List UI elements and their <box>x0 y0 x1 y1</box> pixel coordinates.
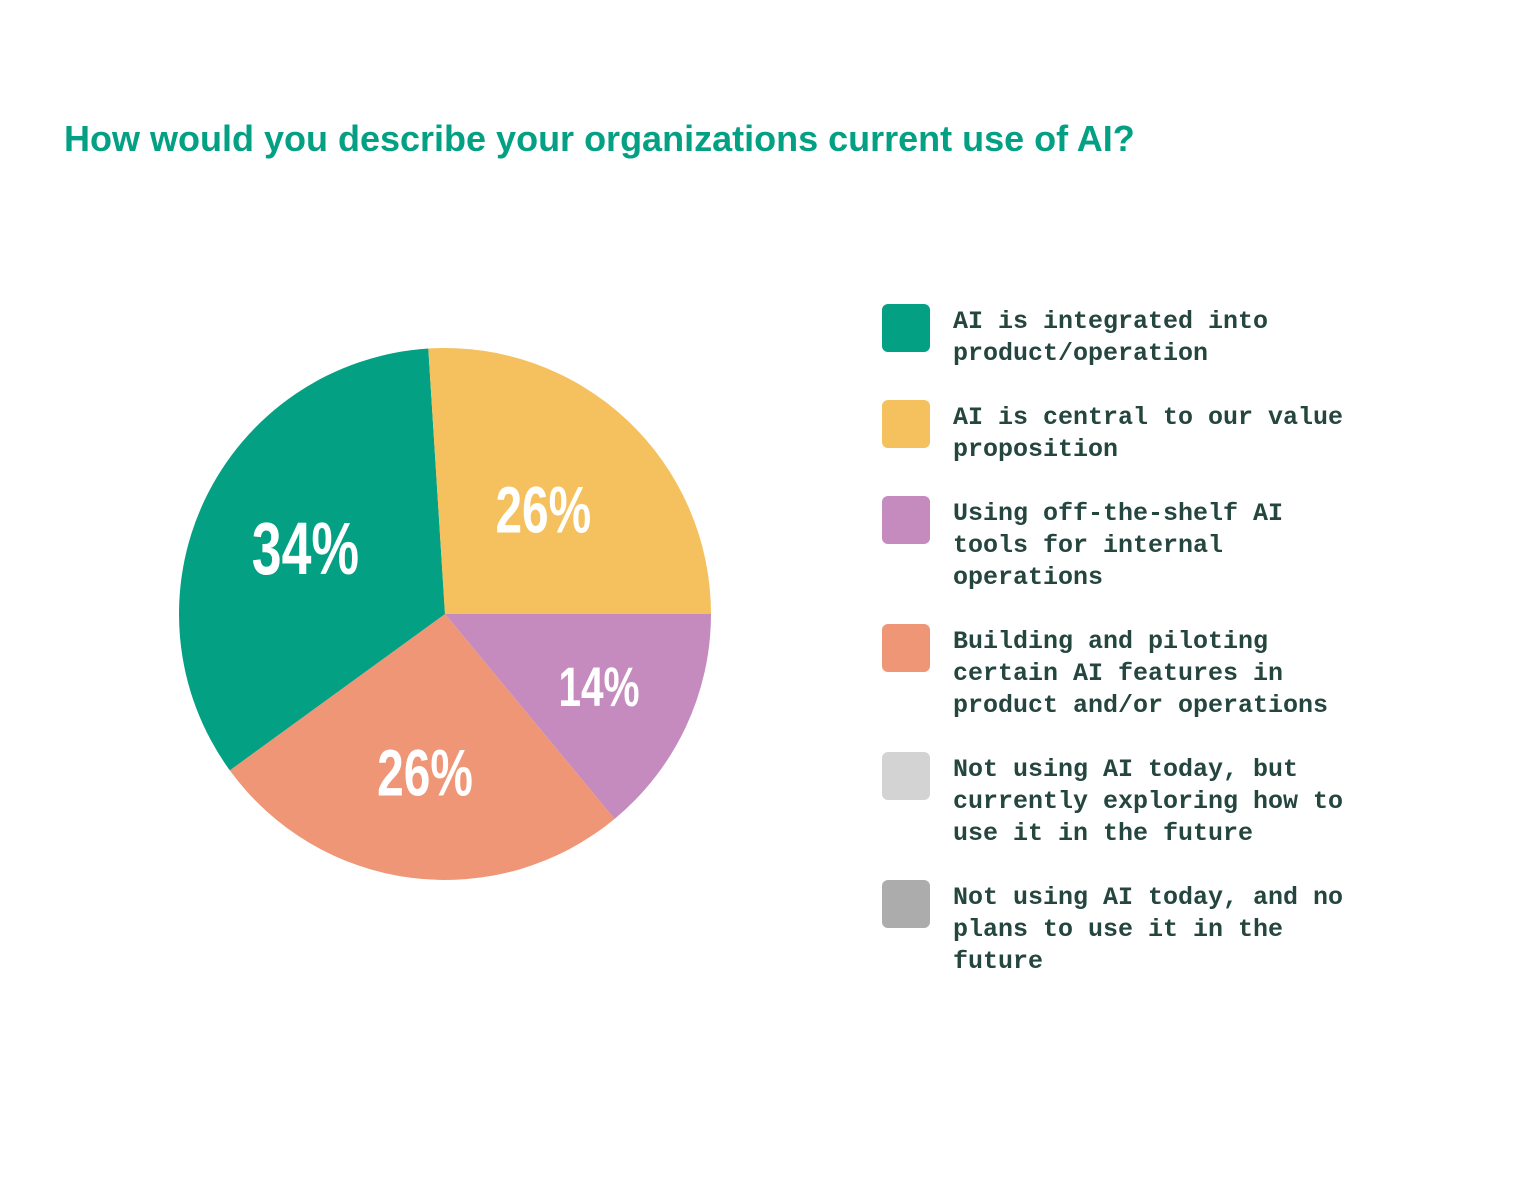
legend-label: AI is integrated into product/operation <box>953 307 1269 368</box>
legend-label: Using off-the-shelf AI tools for interna… <box>953 499 1284 592</box>
pie-slice-label-0: 34% <box>252 507 359 590</box>
legend-label: Not using AI today, and no plans to use … <box>953 883 1344 976</box>
legend-swatch <box>882 752 930 800</box>
legend-swatch <box>882 624 930 672</box>
pie-slice-label-3: 26% <box>377 735 473 809</box>
legend-item: Not using AI today, but currently explor… <box>882 752 1393 850</box>
pie-slice-labels: 14% 26% 34% 26% <box>252 472 640 809</box>
legend-label: Not using AI today, but currently explor… <box>953 755 1344 848</box>
pie-chart: 14% 26% 34% 26% <box>179 348 711 881</box>
pie-slice-1 <box>428 348 711 614</box>
legend-item: AI is integrated into product/operation <box>882 304 1393 370</box>
legend-swatch <box>882 304 930 352</box>
legend-label: Building and piloting certain AI feature… <box>953 627 1329 720</box>
pie-slice-3 <box>229 614 615 881</box>
pie-slice-0 <box>179 348 445 771</box>
legend-item: Not using AI today, and no plans to use … <box>882 880 1393 978</box>
pie-slice-label-1: 26% <box>495 472 591 546</box>
legend-swatch <box>882 400 930 448</box>
chart-title: How would you describe your organization… <box>64 118 1135 159</box>
legend-item: AI is central to our value proposition <box>882 400 1393 466</box>
pie-slice-2 <box>445 614 711 819</box>
pie-slices <box>179 348 711 881</box>
pie-slice-label-2: 14% <box>558 655 639 718</box>
legend-swatch <box>882 880 930 928</box>
legend-item: Building and piloting certain AI feature… <box>882 624 1393 722</box>
legend-label: AI is central to our value proposition <box>953 403 1344 464</box>
legend-item: Using off-the-shelf AI tools for interna… <box>882 496 1393 594</box>
legend-swatch <box>882 496 930 544</box>
